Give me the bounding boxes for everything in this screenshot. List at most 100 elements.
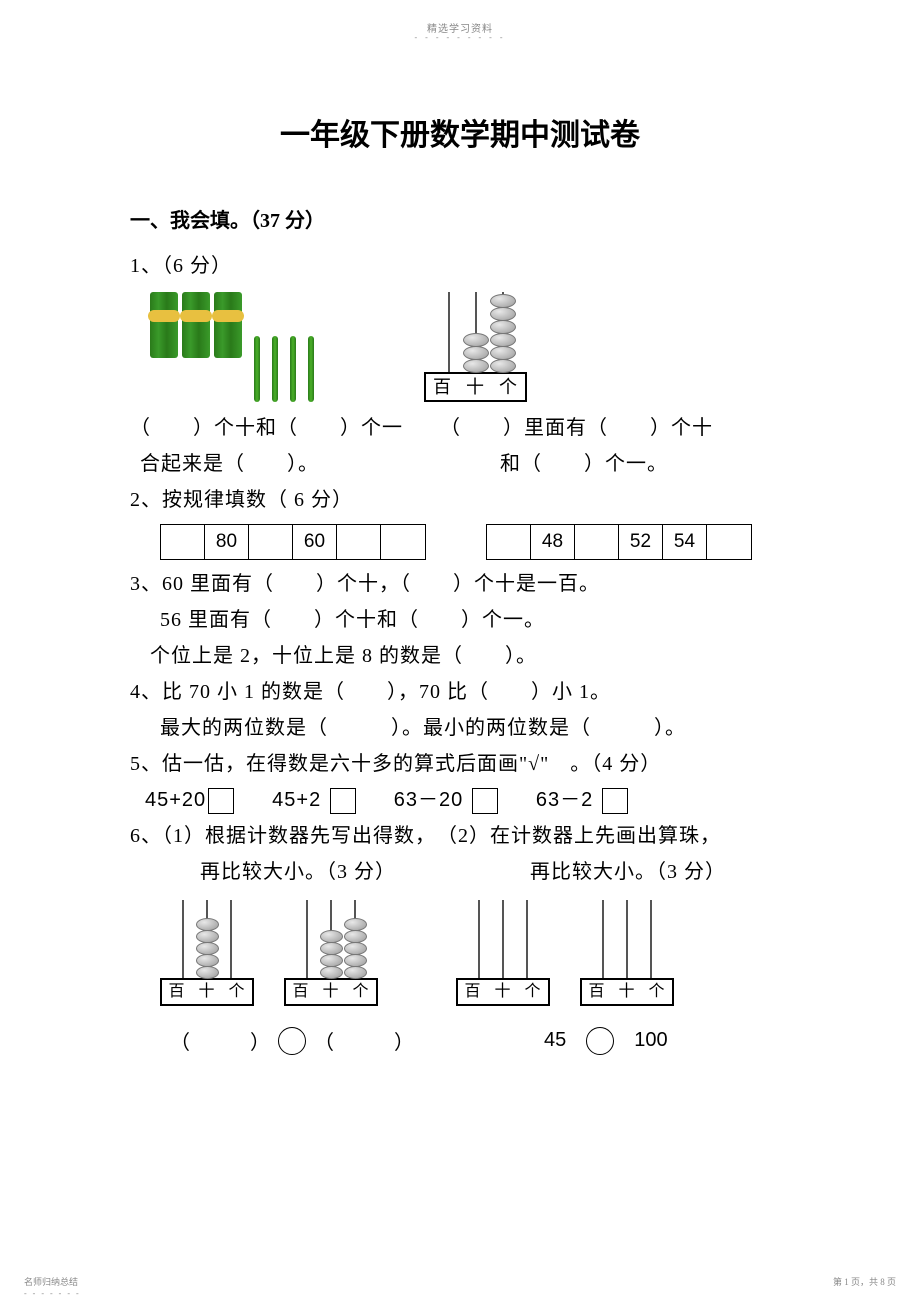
abacus-right-b: 百 十 个 bbox=[580, 900, 674, 1006]
paren-blank: （ ） bbox=[314, 1026, 414, 1055]
q1-right-line1: （ ）里面有（ ）个十 bbox=[440, 410, 713, 446]
checkbox bbox=[472, 788, 498, 814]
seq-cell: 48 bbox=[531, 525, 575, 559]
rod-tens bbox=[626, 900, 628, 978]
rod-ones bbox=[354, 900, 356, 978]
q3-line1: 3、60 里面有（ ）个十，（ ）个十是一百。 bbox=[130, 566, 790, 602]
rod-hundreds bbox=[182, 900, 184, 978]
bundle bbox=[182, 292, 210, 358]
q6-sub1: 再比较大小。（3 分） bbox=[200, 854, 500, 890]
abacus-label: 十 bbox=[316, 980, 346, 1004]
abacus-label: 十 bbox=[192, 980, 222, 1004]
q3-line2: 56 里面有（ ）个十和（ ）个一。 bbox=[160, 602, 790, 638]
seq-cell: 52 bbox=[619, 525, 663, 559]
stick bbox=[254, 336, 260, 402]
abacus-left-a: 百 十 个 bbox=[160, 900, 254, 1006]
abacus-base: 百 十 个 bbox=[424, 372, 527, 402]
abacus-label: 十 bbox=[488, 980, 518, 1004]
checkbox bbox=[208, 788, 234, 814]
rod-hundreds bbox=[478, 900, 480, 978]
abacus-label: 个 bbox=[518, 980, 548, 1004]
compare-circle bbox=[278, 1027, 306, 1055]
q5-opt: 45+20 bbox=[145, 782, 234, 818]
rod-hundreds bbox=[448, 292, 450, 372]
q1-left-line1: （ ）个十和（ ）个一 bbox=[130, 410, 440, 446]
header-dots: - - - - - - - - - bbox=[415, 33, 506, 42]
seq-table-a: 80 60 bbox=[160, 524, 426, 560]
seq-cell bbox=[381, 525, 425, 559]
seq-cell bbox=[161, 525, 205, 559]
q4-line2: 最大的两位数是（ ）。最小的两位数是（ ）。 bbox=[160, 710, 790, 746]
rod-tens bbox=[330, 900, 332, 978]
q1-left-line2: 合起来是（ ）。 bbox=[140, 446, 440, 482]
q5-opt: 63－20 bbox=[394, 782, 498, 818]
abacus-label: 十 bbox=[612, 980, 642, 1004]
abacus-right-a: 百 十 个 bbox=[456, 900, 550, 1006]
compare-circle bbox=[586, 1027, 614, 1055]
section-1-header: 一、我会填。（37 分） bbox=[130, 204, 790, 233]
footer-right: 第 1 页，共 8 页 bbox=[833, 1275, 896, 1288]
rod-tens bbox=[502, 900, 504, 978]
q2-sequences: 80 60 48 52 54 bbox=[160, 524, 790, 560]
footer-left: 名师归纳总结 bbox=[24, 1275, 78, 1288]
footer-dots: - - - - - - - bbox=[24, 1289, 81, 1298]
q2-label: 2、按规律填数（ 6 分） bbox=[130, 482, 790, 518]
abacus-label: 百 bbox=[582, 980, 612, 1004]
rod-ones bbox=[650, 900, 652, 978]
rod-ones bbox=[526, 900, 528, 978]
seq-cell: 60 bbox=[293, 525, 337, 559]
seq-cell: 80 bbox=[205, 525, 249, 559]
q6-abacus-row: 百 十 个 bbox=[130, 900, 790, 1006]
seq-table-b: 48 52 54 bbox=[486, 524, 752, 560]
q5-opt: 45+2 bbox=[272, 782, 356, 818]
abacus-label: 个 bbox=[222, 980, 252, 1004]
q6-label: 6、（1）根据计数器先写出得数， （2）在计数器上先画出算珠， bbox=[130, 818, 790, 854]
rod-ones bbox=[230, 900, 232, 978]
compare-val: 45 bbox=[544, 1029, 566, 1052]
rod-hundreds bbox=[602, 900, 604, 978]
q1-right-line2: 和（ ）个一。 bbox=[500, 446, 713, 482]
abacus-label: 百 bbox=[458, 980, 488, 1004]
q1-abacus: 百 十 个 bbox=[424, 292, 527, 402]
q1-label: 1、（6 分） bbox=[130, 248, 790, 284]
seq-cell: 54 bbox=[663, 525, 707, 559]
q6-sub2: 再比较大小。（3 分） bbox=[530, 854, 726, 890]
abacus-label: 个 bbox=[642, 980, 672, 1004]
stick bbox=[308, 336, 314, 402]
stick bbox=[290, 336, 296, 402]
abacus-label: 个 bbox=[492, 374, 525, 400]
abacus-label: 个 bbox=[346, 980, 376, 1004]
seq-cell bbox=[337, 525, 381, 559]
page-content: 一年级下册数学期中测试卷 一、我会填。（37 分） 1、（6 分） bbox=[130, 110, 790, 1055]
checkbox bbox=[602, 788, 628, 814]
rod-ones bbox=[502, 292, 504, 372]
loose-sticks bbox=[254, 292, 314, 402]
seq-cell bbox=[707, 525, 751, 559]
rod-hundreds bbox=[306, 900, 308, 978]
rod-tens bbox=[206, 900, 208, 978]
abacus-label: 百 bbox=[426, 374, 459, 400]
q5-label: 5、估一估，在得数是六十多的算式后面画"√" 。（4 分） bbox=[130, 746, 790, 782]
paren-blank: （ ） bbox=[170, 1026, 270, 1055]
seq-cell bbox=[249, 525, 293, 559]
abacus-left-b: 百 十 个 bbox=[284, 900, 378, 1006]
checkbox bbox=[330, 788, 356, 814]
q1-images: 百 十 个 bbox=[130, 292, 790, 402]
abacus-label: 百 bbox=[286, 980, 316, 1004]
seq-cell bbox=[487, 525, 531, 559]
q6-compare-row: （ ） （ ） 45 100 bbox=[130, 1026, 790, 1055]
stick-bundles bbox=[150, 292, 242, 402]
abacus-label: 十 bbox=[459, 374, 492, 400]
stick bbox=[272, 336, 278, 402]
q5-opt: 63－2 bbox=[536, 782, 628, 818]
compare-val: 100 bbox=[634, 1029, 667, 1052]
rod-tens bbox=[475, 292, 477, 372]
page-title: 一年级下册数学期中测试卷 bbox=[130, 110, 790, 154]
bundle bbox=[150, 292, 178, 358]
q4-line1: 4、比 70 小 1 的数是（ ），70 比（ ）小 1。 bbox=[130, 674, 790, 710]
abacus-label: 百 bbox=[162, 980, 192, 1004]
bundle bbox=[214, 292, 242, 358]
q5-options: 45+20 45+2 63－20 63－2 bbox=[145, 782, 790, 818]
seq-cell bbox=[575, 525, 619, 559]
q3-line3: 个位上是 2，十位上是 8 的数是（ ）。 bbox=[150, 638, 790, 674]
